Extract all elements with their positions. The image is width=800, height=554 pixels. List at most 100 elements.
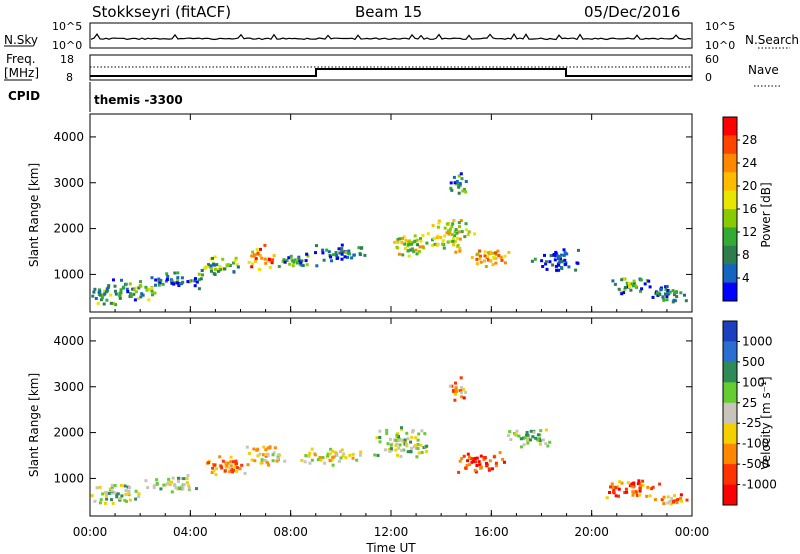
heatmap-cell: [548, 440, 552, 444]
heatmap-cell: [416, 443, 420, 446]
heatmap-cell: [313, 453, 317, 457]
heatmap-cell: [264, 261, 268, 265]
heatmap-cell: [664, 292, 668, 296]
heatmap-cell: [187, 484, 191, 488]
heatmap-cell: [559, 260, 563, 263]
heatmap-cell: [544, 428, 548, 432]
heatmap-cell: [193, 278, 197, 282]
heatmap-cell: [557, 263, 561, 267]
heatmap-cell: [643, 282, 647, 286]
heatmap-cell: [640, 287, 644, 291]
heatmap-cell: [291, 264, 295, 268]
heatmap-cell: [186, 474, 190, 477]
heatmap-cell: [110, 483, 114, 487]
heatmap-cell: [508, 430, 512, 434]
heatmap-cell: [123, 498, 127, 502]
heatmap-cell: [336, 256, 339, 260]
heatmap-cell: [564, 262, 568, 266]
heatmap-cell: [185, 481, 189, 485]
heatmap-cell: [497, 254, 501, 258]
heatmap-cell: [378, 436, 382, 439]
heatmap-cell: [412, 445, 416, 449]
heatmap-cell: [219, 268, 223, 272]
heatmap-cell: [335, 453, 339, 457]
heatmap-cell: [541, 438, 545, 442]
heatmap-cell: [303, 460, 307, 464]
heatmap-cell: [617, 487, 621, 491]
heatmap-cell: [441, 242, 444, 246]
colorbar-tick-label: 28: [742, 133, 757, 147]
cpid-value: themis -3300: [94, 93, 183, 107]
heatmap-cell: [340, 250, 344, 254]
heatmap-cell: [164, 279, 168, 283]
heatmap-cell: [238, 467, 242, 471]
heatmap-cell: [499, 255, 503, 259]
heatmap-cell: [611, 279, 615, 283]
heatmap-cell: [653, 498, 657, 502]
y-tick-label: 4000: [53, 334, 84, 348]
x-tick-label: 04:00: [173, 525, 208, 539]
heatmap-cell: [181, 487, 185, 490]
heatmap-cell: [277, 453, 281, 457]
heatmap-cell: [567, 265, 571, 269]
heatmap-cell: [307, 453, 311, 457]
heatmap-cell: [462, 396, 466, 400]
heatmap-cell: [211, 466, 215, 470]
heatmap-cell: [424, 450, 428, 453]
heatmap-cell: [672, 298, 676, 302]
velocity-colorbar-label: Velocity [m s⁻¹]: [759, 376, 773, 469]
heatmap-cell: [235, 263, 239, 267]
heatmap-cell: [254, 259, 257, 263]
heatmap-cell: [674, 499, 678, 503]
heatmap-cell: [234, 256, 238, 260]
heatmap-cell: [247, 260, 251, 264]
heatmap-cell: [612, 486, 616, 490]
heatmap-cell: [225, 464, 229, 468]
heatmap-cell: [666, 289, 670, 292]
heatmap-cell: [460, 386, 464, 390]
heatmap-cell: [560, 267, 564, 270]
heatmap-cell: [400, 449, 404, 452]
heatmap-cell: [161, 282, 165, 286]
heatmap-cell: [563, 258, 567, 262]
heatmap-cell: [464, 466, 468, 470]
heatmap-cell: [352, 253, 356, 257]
heatmap-cell: [609, 485, 612, 489]
heatmap-cell: [132, 292, 136, 296]
heatmap-cell: [209, 266, 213, 270]
heatmap-cell: [273, 446, 277, 450]
heatmap-cell: [276, 457, 280, 461]
heatmap-cell: [300, 458, 304, 462]
heatmap-cell: [669, 502, 673, 506]
heatmap-cell: [213, 463, 217, 467]
heatmap-cell: [134, 290, 138, 294]
heatmap-cell: [228, 470, 232, 474]
heatmap-cell: [378, 440, 382, 444]
heatmap-cell: [529, 438, 532, 442]
heatmap-cell: [104, 290, 108, 294]
heatmap-cell: [426, 232, 430, 236]
heatmap-cell: [98, 501, 102, 505]
heatmap-cell: [507, 250, 511, 254]
heatmap-cell: [461, 189, 465, 193]
heatmap-cell: [453, 234, 457, 238]
heatmap-cell: [264, 453, 268, 457]
heatmap-cell: [638, 493, 642, 497]
heatmap-cell: [299, 261, 303, 265]
heatmap-cell: [185, 477, 189, 481]
heatmap-cell: [679, 496, 683, 500]
heatmap-cell: [538, 439, 542, 443]
heatmap-cell: [475, 456, 479, 460]
heatmap-cell: [259, 461, 263, 465]
heatmap-cell: [102, 302, 106, 306]
heatmap-cell: [492, 256, 496, 259]
freq-label-line1: Freq.: [6, 52, 36, 66]
heatmap-cell: [197, 278, 201, 282]
heatmap-cell: [159, 487, 163, 491]
heatmap-cell: [229, 460, 233, 464]
heatmap-cell: [98, 290, 102, 294]
colorbar-segment: [723, 402, 737, 424]
heatmap-cell: [262, 453, 265, 457]
y-tick-label: 4000: [53, 130, 84, 144]
